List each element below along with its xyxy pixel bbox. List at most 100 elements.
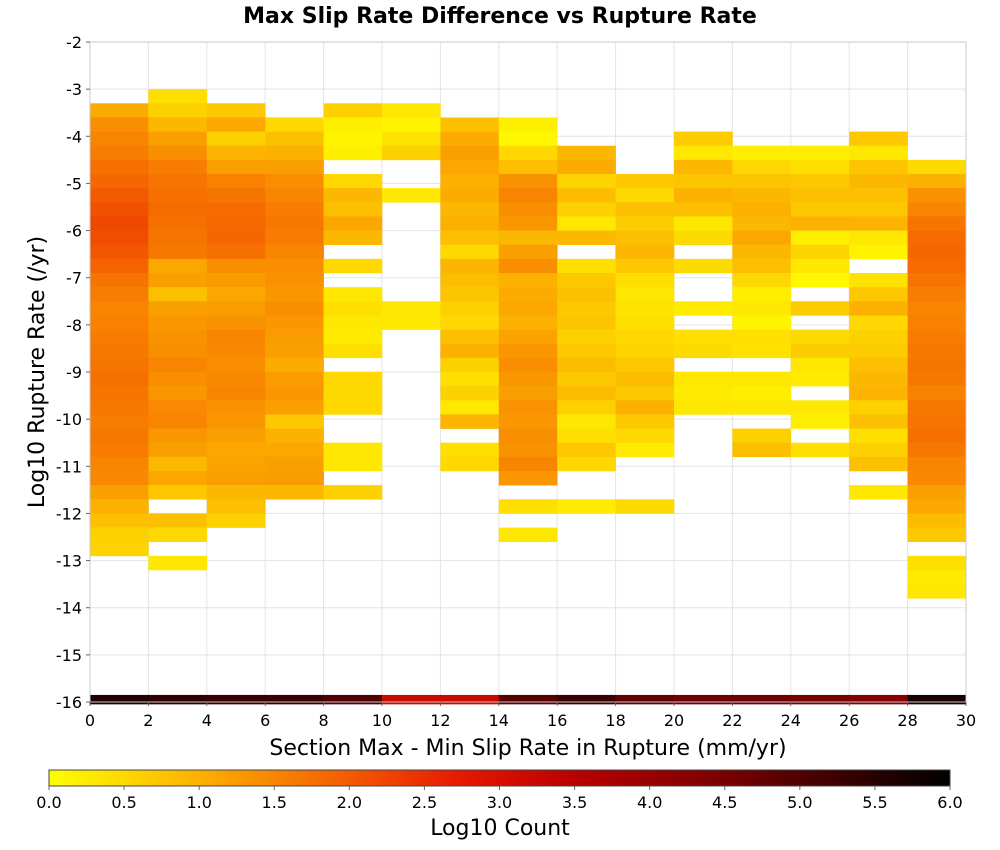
heatmap-cell (790, 372, 850, 387)
heatmap-cell (615, 343, 675, 359)
heatmap-cell (615, 244, 675, 260)
heatmap-cell (206, 329, 266, 345)
heatmap-cell (440, 273, 500, 288)
heatmap-cell (674, 174, 733, 189)
heatmap-cell (148, 117, 208, 132)
heatmap-cell (790, 357, 850, 373)
heatmap-cell (907, 343, 967, 359)
colorbar-tick-label: 0.5 (111, 793, 136, 812)
heatmap-cell (907, 555, 967, 571)
heatmap-cell (440, 301, 500, 316)
heatmap-cell (849, 315, 908, 330)
heatmap-cell (265, 485, 324, 500)
heatmap-cell (90, 287, 149, 302)
heatmap-cell (148, 428, 208, 444)
heatmap-cell (440, 188, 500, 203)
heatmap-cell (557, 456, 616, 472)
heatmap-cell (265, 414, 324, 429)
heatmap-cell (907, 315, 967, 330)
heatmap-cell (148, 159, 208, 175)
heatmap-cell (732, 400, 792, 415)
heatmap-cell (323, 343, 383, 359)
heatmap-cell (674, 400, 733, 415)
heatmap-cell (849, 244, 908, 260)
heatmap-cell (148, 244, 208, 260)
heatmap-cell (206, 386, 266, 401)
heatmap-cell (615, 216, 675, 231)
colorbar-tick-label: 0.0 (36, 793, 61, 812)
heatmap-cell (849, 329, 908, 345)
y-tick-label: -2 (66, 33, 82, 52)
heatmap-cell (265, 400, 324, 415)
heatmap-cell (615, 315, 675, 330)
heatmap-cell (498, 159, 558, 175)
heatmap-cell (206, 230, 266, 246)
heatmap-cell (206, 159, 266, 175)
heatmap-cell (732, 428, 792, 444)
heatmap-cell (557, 174, 616, 189)
heatmap-cell (615, 230, 675, 246)
heatmap-cell (907, 357, 967, 373)
heatmap-cell (323, 315, 383, 330)
heatmap-cell (498, 287, 558, 302)
heatmap-cell (148, 216, 208, 231)
heatmap-cell (148, 456, 208, 472)
heatmap-cell (265, 343, 324, 359)
heatmap-cell (206, 400, 266, 415)
heatmap-cell (323, 117, 383, 132)
heatmap-cell (323, 174, 383, 189)
heatmap-cell (907, 329, 967, 345)
heatmap-cell (849, 456, 908, 472)
heatmap-cell (732, 216, 792, 231)
heatmap-cell (790, 244, 850, 260)
baseline-cell (557, 694, 616, 705)
heatmap-cell (849, 414, 908, 429)
heatmap-cell (615, 499, 675, 514)
heatmap-cell (498, 386, 558, 401)
heatmap-cell (206, 145, 266, 161)
heatmap-cell (907, 499, 967, 514)
heatmap-cell (849, 216, 908, 231)
y-tick-label: -7 (66, 269, 82, 288)
heatmap-cell (265, 117, 324, 132)
heatmap-cell (440, 343, 500, 359)
heatmap-cell (148, 301, 208, 316)
heatmap-cell (440, 372, 500, 387)
heatmap-cell (674, 343, 733, 359)
heatmap-cell (732, 230, 792, 246)
heatmap-cell (148, 471, 208, 486)
heatmap-cell (790, 442, 850, 458)
heatmap-cell (849, 131, 908, 147)
x-tick-label: 16 (547, 711, 567, 730)
heatmap-cell (790, 343, 850, 359)
heatmap-cell (382, 103, 441, 118)
heatmap-cell (90, 230, 149, 246)
heatmap-cell (206, 315, 266, 330)
heatmap-cell (206, 471, 266, 486)
heatmap-cell (265, 372, 324, 387)
heatmap-cell (557, 428, 616, 444)
heatmap-cell (148, 103, 208, 118)
heatmap-cell (498, 471, 558, 486)
heatmap-cell (440, 329, 500, 345)
heatmap-cell (849, 386, 908, 401)
heatmap-cell (907, 301, 967, 316)
heatmap-cell (790, 414, 850, 429)
heatmap-cell (790, 400, 850, 415)
baseline-cell (674, 694, 733, 705)
heatmap-cell (90, 329, 149, 345)
heatmap-cell (206, 357, 266, 373)
heatmap-cell (557, 159, 616, 175)
heatmap-cell (90, 159, 149, 175)
heatmap-cell (557, 273, 616, 288)
heatmap-cell (323, 216, 383, 231)
heatmap-cell (206, 456, 266, 472)
heatmap-cell (849, 357, 908, 373)
heatmap-cell (557, 329, 616, 345)
heatmap-cell (907, 174, 967, 189)
heatmap-cell (206, 485, 266, 500)
heatmap-cell (849, 287, 908, 302)
x-tick-label: 18 (605, 711, 625, 730)
heatmap-cell (907, 428, 967, 444)
heatmap-cell (206, 287, 266, 302)
